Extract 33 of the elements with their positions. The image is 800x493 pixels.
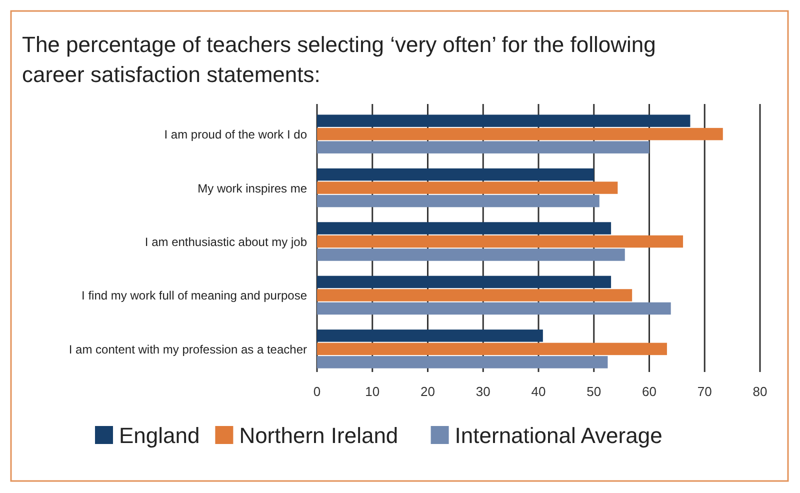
bar	[317, 235, 684, 248]
x-tick-label: 60	[642, 384, 656, 399]
bar	[317, 222, 612, 234]
bar	[317, 276, 612, 288]
x-tick-label: 50	[586, 384, 602, 399]
x-tick-label: 70	[697, 384, 712, 399]
x-tick-label: 80	[752, 384, 768, 399]
bar	[317, 289, 632, 302]
legend-label: England	[119, 423, 200, 448]
y-tick-label: I am proud of the work I do	[164, 128, 308, 142]
x-tick-label: 30	[476, 384, 490, 399]
y-tick-label: My work inspires me	[198, 181, 308, 196]
bar	[317, 114, 690, 127]
y-tick-label: I am content with my profession as a teacher	[68, 342, 307, 356]
x-tick-label: 20	[420, 384, 435, 399]
bar	[317, 248, 625, 261]
bar	[317, 302, 671, 315]
x-tick-label: 10	[365, 384, 380, 399]
bar	[317, 168, 594, 181]
legend-label: International Average	[454, 423, 662, 448]
bar	[317, 194, 600, 208]
bar	[317, 141, 650, 154]
bar	[317, 128, 723, 140]
bar	[317, 356, 608, 368]
legend-label: Northern Ireland	[239, 423, 398, 448]
x-tick-label: 40	[531, 384, 546, 399]
bar	[317, 342, 667, 356]
x-tick-label: 0	[313, 384, 321, 399]
chart-title: The percentage of teachers selecting ‘very often’ for the following career satisfaction statements:	[22, 32, 656, 87]
bar	[317, 330, 543, 342]
bar	[317, 182, 618, 194]
y-tick-label: I find my work full of meaning and purpose	[82, 288, 308, 303]
y-tick-label: I am enthusiastic about my job	[144, 235, 308, 249]
